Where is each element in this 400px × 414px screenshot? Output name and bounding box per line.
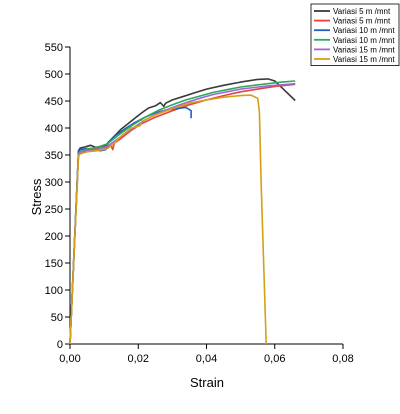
legend-entry: Variasi 10 m /mnt: [333, 26, 395, 35]
legend-entry: Variasi 5 m /mnt: [333, 7, 391, 16]
y-tick-label: 300: [45, 177, 63, 189]
x-tick-label: 0,08: [332, 353, 353, 365]
y-tick-label: 450: [45, 96, 63, 108]
y-tick-label: 150: [45, 258, 63, 270]
series-line-4: [69, 80, 296, 345]
y-tick-label: 100: [45, 285, 63, 297]
y-tick-label: 500: [45, 69, 63, 81]
legend-entry: Variasi 10 m /mnt: [333, 36, 395, 45]
legend-entry: Variasi 5 m /mnt: [333, 17, 391, 26]
y-tick-label: 400: [45, 123, 63, 135]
series-line-3: [69, 106, 192, 345]
y-tick-label: 550: [45, 42, 63, 54]
legend-box: [310, 3, 400, 66]
x-tick-label: 0,00: [59, 353, 80, 365]
series-layer: [69, 78, 296, 345]
y-tick-label: 200: [45, 231, 63, 243]
series-line-6: [69, 94, 267, 345]
series-line-5: [69, 82, 296, 345]
legend-entry: Variasi 15 m /mnt: [333, 45, 395, 54]
legend-entry: Variasi 15 m /mnt: [333, 55, 395, 64]
x-tick-label: 0,06: [264, 353, 285, 365]
y-tick-label: 350: [45, 150, 63, 162]
y-tick-label: 0: [57, 339, 63, 351]
axes-layer: 0 50 100 150 200 250 300 350 400 450 500 550 0,00 0,0…: [45, 42, 354, 365]
y-tick-label: 50: [51, 312, 63, 324]
x-tick-label: 0,02: [128, 353, 149, 365]
x-axis-label: Strain: [190, 375, 224, 390]
y-axis-label: Stress: [29, 178, 44, 215]
x-tick-label: 0,04: [196, 353, 217, 365]
y-tick-label: 250: [45, 204, 63, 216]
